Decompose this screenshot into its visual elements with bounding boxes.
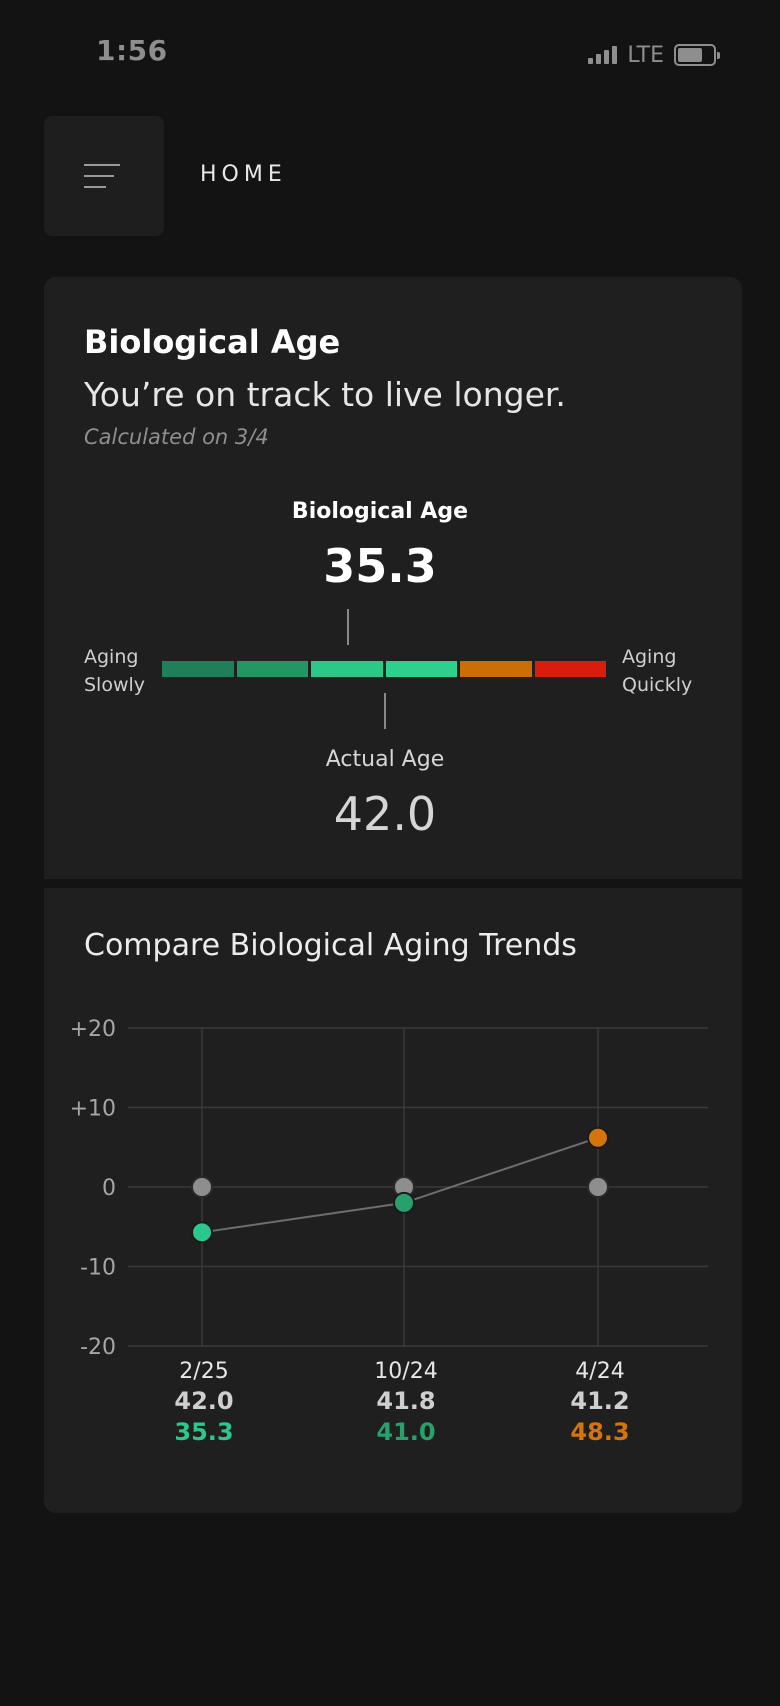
page-title: HOME [200,162,287,187]
biological-age-value: 35.3 [323,539,437,593]
biological-age-card: Biological Age You’re on track to live l… [44,277,742,879]
trend-title: Compare Biological Aging Trends [84,928,577,963]
y-tick-label: -10 [80,1256,116,1281]
y-tick-label: -20 [80,1335,116,1360]
actual-age-marker [384,693,386,729]
scale-segment [534,661,606,677]
calculated-date: Calculated on 3/4 [84,425,269,449]
actual-age-point [587,1176,609,1198]
scale-segment [162,661,234,677]
x-tick-label: 4/24 [575,1359,624,1384]
actual-age-value: 42.0 [333,787,437,841]
biological-age-point [191,1221,213,1244]
signal-icon [588,46,618,64]
y-tick-label: +20 [70,1017,116,1042]
actual-age-readout: 42.0 [174,1387,233,1415]
card-subtitle: You’re on track to live longer. [84,375,566,414]
scale-segment [460,661,532,677]
y-tick-label: 0 [102,1176,116,1201]
network-label: LTE [627,42,664,68]
scale-segment [385,661,457,677]
actual-age-readout: 41.2 [570,1387,629,1415]
biological-age-marker [347,609,349,645]
biological-age-label: Biological Age [291,499,469,524]
status-icons: LTE [588,38,720,72]
hamburger-menu-icon[interactable] [44,116,164,236]
card-title: Biological Age [84,323,341,361]
aging-quickly-label: Aging Quickly [622,646,693,696]
actual-age-label: Actual Age [325,747,445,772]
biological-age-readout: 35.3 [174,1418,233,1446]
biological-age-readout: 48.3 [570,1418,629,1446]
biological-age-readout: 41.0 [376,1418,435,1446]
biological-age-point [587,1126,609,1149]
x-tick-label: 10/24 [374,1359,437,1384]
actual-age-point [191,1176,213,1198]
status-time: 1:56 [96,34,168,67]
biological-age-point [393,1191,415,1214]
scale-segment [236,661,308,677]
scale-segment [311,661,383,677]
x-tick-label: 2/25 [179,1359,228,1384]
aging-slowly-label: Aging Slowly [84,646,146,696]
y-tick-label: +10 [70,1097,116,1122]
trend-chart: +20 +10 0 -10 -20 2/25 42.0 35.3 10/24 41.8 41.0 4/… [70,1017,708,1446]
battery-icon [674,44,720,66]
actual-age-readout: 41.8 [376,1387,435,1415]
aging-scale-bar [162,661,606,677]
trend-card: Compare Biological Aging Trends +20 +10 0 -… [44,888,742,1513]
